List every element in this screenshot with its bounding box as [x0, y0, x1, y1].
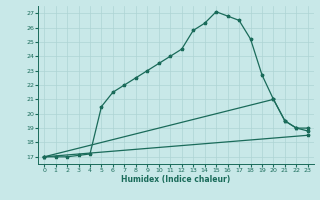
X-axis label: Humidex (Indice chaleur): Humidex (Indice chaleur) — [121, 175, 231, 184]
